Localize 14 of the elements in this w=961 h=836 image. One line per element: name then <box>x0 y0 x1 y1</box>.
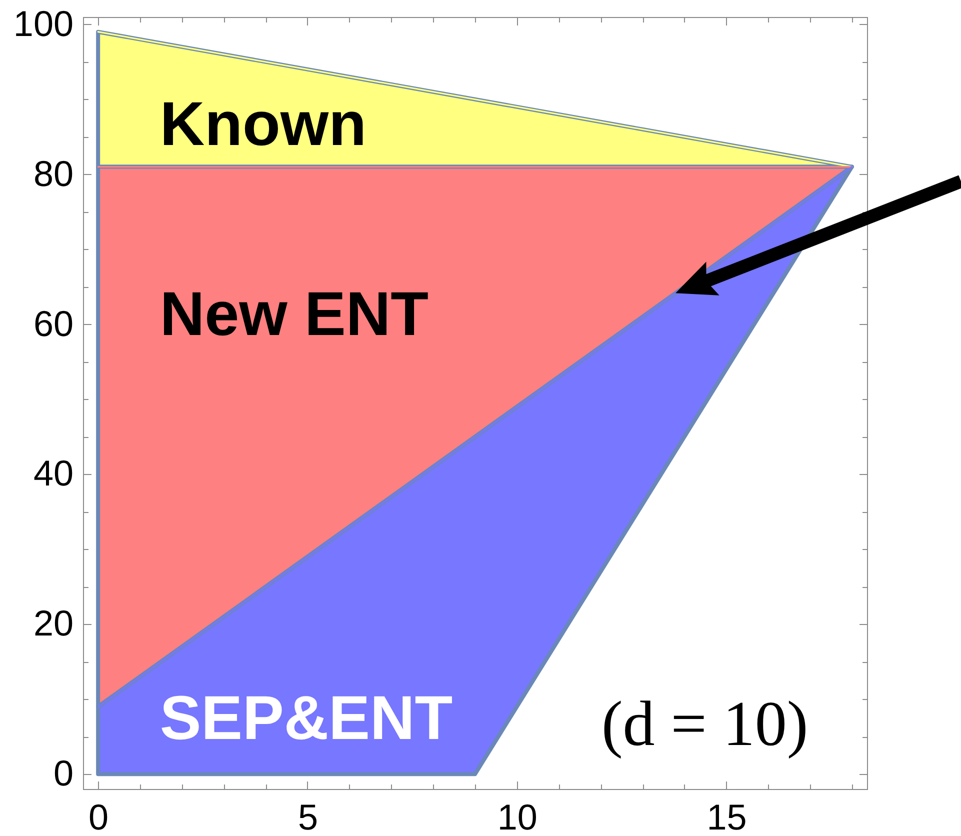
y-tick-label: 20 <box>33 602 74 644</box>
y-tick-label: 60 <box>33 302 74 344</box>
series-label: New ENT <box>160 280 429 350</box>
y-tick-label: 100 <box>13 2 74 44</box>
x-tick-label: 15 <box>706 796 747 836</box>
x-tick-label: 10 <box>497 796 538 836</box>
x-tick-label: 5 <box>298 796 318 836</box>
annotation: (d = 10) <box>601 688 808 759</box>
series-label: Known <box>160 90 366 160</box>
x-tick-label: 0 <box>88 796 109 836</box>
y-tick-label: 80 <box>33 152 74 194</box>
y-tick-label: 0 <box>53 752 74 794</box>
y-tick-label: 40 <box>33 452 74 494</box>
series-label: SEP&ENT <box>160 684 453 753</box>
